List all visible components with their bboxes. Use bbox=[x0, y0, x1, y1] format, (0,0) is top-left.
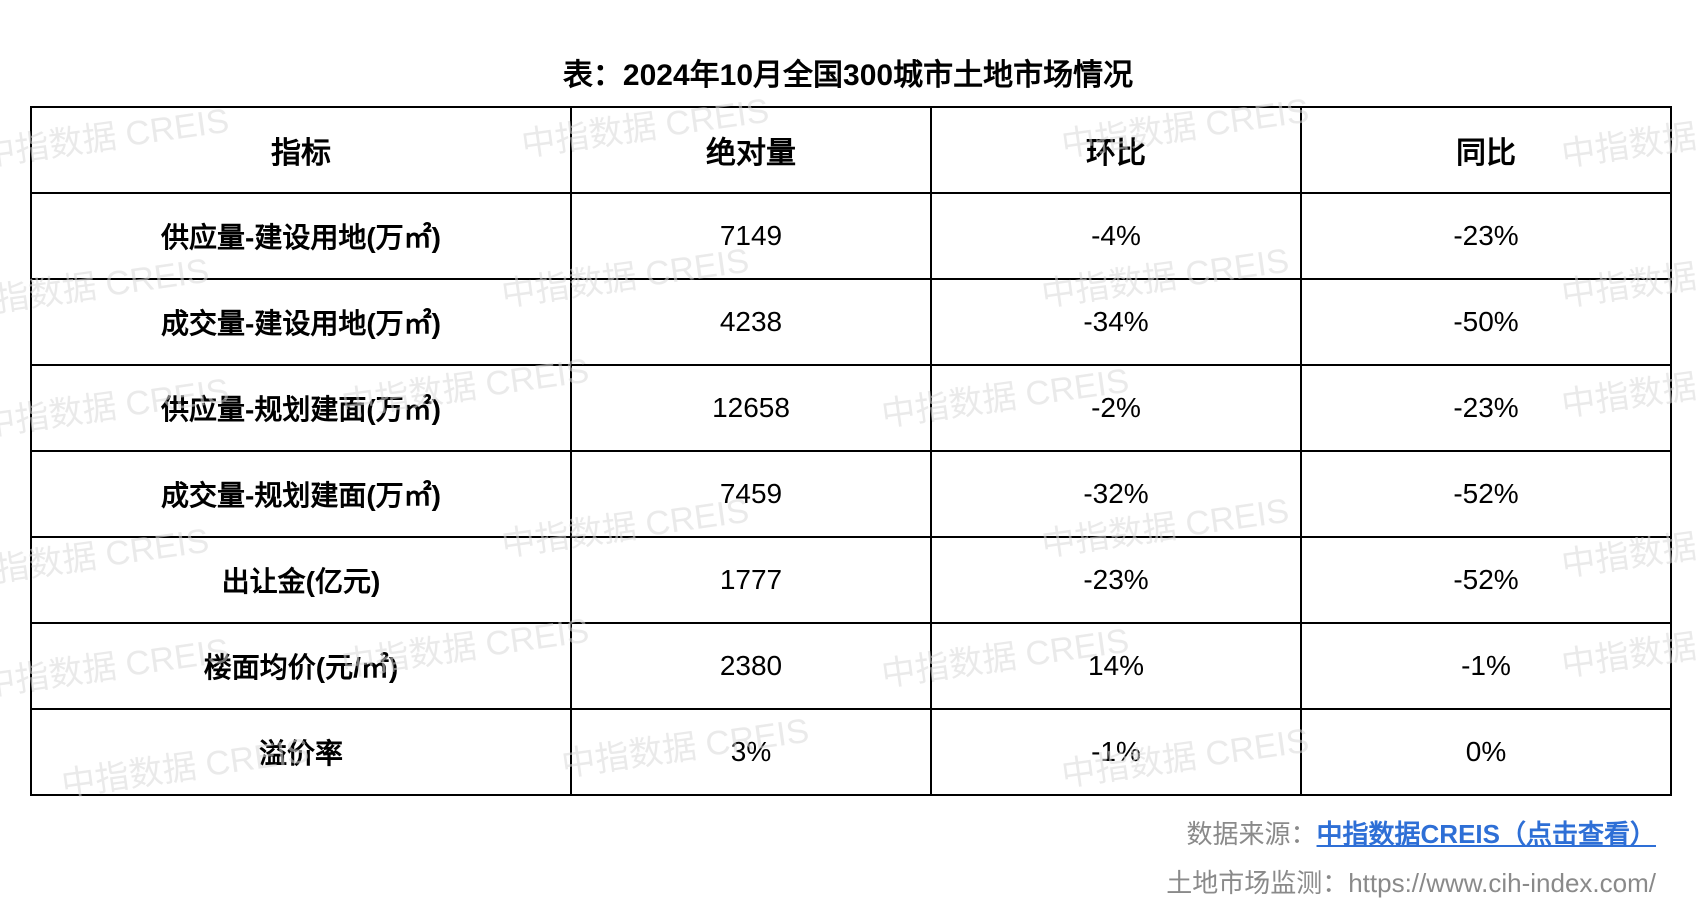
cell-metric: 成交量-规划建面(万㎡) bbox=[31, 451, 571, 537]
table-body: 供应量-建设用地(万㎡)7149-4%-23%成交量-建设用地(万㎡)4238-… bbox=[31, 193, 1671, 795]
cell-mom: -1% bbox=[931, 709, 1301, 795]
col-header-yoy: 同比 bbox=[1301, 107, 1671, 193]
cell-mom: -32% bbox=[931, 451, 1301, 537]
monitor-label: 土地市场监测： bbox=[1166, 868, 1348, 898]
cell-metric: 溢价率 bbox=[31, 709, 571, 795]
table-row: 成交量-建设用地(万㎡)4238-34%-50% bbox=[31, 279, 1671, 365]
table-header-row: 指标绝对量环比同比 bbox=[31, 107, 1671, 193]
cell-abs: 7459 bbox=[571, 451, 931, 537]
footer: 数据来源：中指数据CREIS（点击查看） 土地市场监测：https://www.… bbox=[30, 810, 1666, 906]
cell-mom: 14% bbox=[931, 623, 1301, 709]
source-link[interactable]: 中指数据CREIS（点击查看） bbox=[1317, 819, 1656, 849]
cell-metric: 供应量-建设用地(万㎡) bbox=[31, 193, 571, 279]
cell-yoy: 0% bbox=[1301, 709, 1671, 795]
cell-metric: 成交量-建设用地(万㎡) bbox=[31, 279, 571, 365]
table-row: 成交量-规划建面(万㎡)7459-32%-52% bbox=[31, 451, 1671, 537]
cell-abs: 3% bbox=[571, 709, 931, 795]
cell-mom: -4% bbox=[931, 193, 1301, 279]
cell-abs: 7149 bbox=[571, 193, 931, 279]
cell-yoy: -23% bbox=[1301, 193, 1671, 279]
table-row: 供应量-建设用地(万㎡)7149-4%-23% bbox=[31, 193, 1671, 279]
footer-line-1: 数据来源：中指数据CREIS（点击查看） bbox=[30, 810, 1656, 859]
land-market-table: 指标绝对量环比同比 供应量-建设用地(万㎡)7149-4%-23%成交量-建设用… bbox=[30, 106, 1672, 796]
cell-yoy: -52% bbox=[1301, 537, 1671, 623]
monitor-url: https://www.cih-index.com/ bbox=[1348, 868, 1656, 898]
footer-line-2: 土地市场监测：https://www.cih-index.com/ bbox=[30, 859, 1656, 906]
table-row: 出让金(亿元)1777-23%-52% bbox=[31, 537, 1671, 623]
cell-metric: 楼面均价(元/㎡) bbox=[31, 623, 571, 709]
page-root: 中指数据 CREIS中指数据 CREIS中指数据 CREIS中指数据 CREIS… bbox=[0, 0, 1696, 906]
cell-yoy: -23% bbox=[1301, 365, 1671, 451]
cell-metric: 出让金(亿元) bbox=[31, 537, 571, 623]
col-header-metric: 指标 bbox=[31, 107, 571, 193]
cell-mom: -2% bbox=[931, 365, 1301, 451]
cell-abs: 1777 bbox=[571, 537, 931, 623]
source-label: 数据来源： bbox=[1187, 819, 1317, 849]
table-row: 溢价率3%-1%0% bbox=[31, 709, 1671, 795]
cell-metric: 供应量-规划建面(万㎡) bbox=[31, 365, 571, 451]
cell-yoy: -1% bbox=[1301, 623, 1671, 709]
cell-abs: 4238 bbox=[571, 279, 931, 365]
table-row: 供应量-规划建面(万㎡)12658-2%-23% bbox=[31, 365, 1671, 451]
cell-mom: -34% bbox=[931, 279, 1301, 365]
col-header-abs: 绝对量 bbox=[571, 107, 931, 193]
table-row: 楼面均价(元/㎡)238014%-1% bbox=[31, 623, 1671, 709]
col-header-mom: 环比 bbox=[931, 107, 1301, 193]
cell-abs: 12658 bbox=[571, 365, 931, 451]
cell-abs: 2380 bbox=[571, 623, 931, 709]
table-title: 表：2024年10月全国300城市土地市场情况 bbox=[30, 50, 1666, 94]
cell-yoy: -50% bbox=[1301, 279, 1671, 365]
cell-yoy: -52% bbox=[1301, 451, 1671, 537]
cell-mom: -23% bbox=[931, 537, 1301, 623]
